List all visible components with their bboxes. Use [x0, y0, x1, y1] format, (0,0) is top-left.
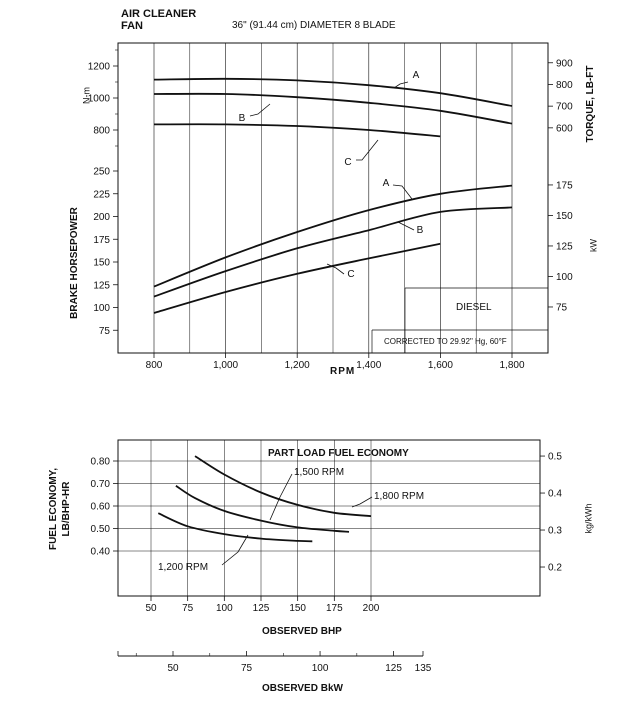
power-curve-A	[153, 184, 513, 288]
nm-tick-label-0: 1200	[88, 62, 111, 73]
fuel-curve-0	[194, 455, 372, 517]
header-line-1: AIR CLEANER	[121, 8, 197, 20]
hp-tick-label-4: 150	[93, 258, 110, 269]
observed-bkw-label: OBSERVED BkW	[262, 683, 343, 694]
hp-tick-label-7: 75	[99, 326, 111, 337]
rpm-axis-label: RPM	[330, 366, 356, 377]
fuel-1500-leader	[269, 473, 293, 521]
header-line-2: FAN	[121, 20, 143, 32]
power-c-leader	[326, 263, 345, 275]
rpm-tick-label-3: 1,400	[356, 360, 381, 371]
kgkwh-tick-label-2: 0.3	[548, 526, 562, 537]
rpm-tick-label-4: 1,600	[428, 360, 453, 371]
bkw-tick-label-3: 125	[385, 663, 402, 674]
bhp-tick-label-6: 200	[363, 603, 380, 614]
bhp-tick-label-3: 125	[253, 603, 270, 614]
fe-tick-label-0: 0.80	[91, 457, 111, 468]
kgkwh-tick-label-3: 0.2	[548, 563, 562, 574]
lower-plot-frame	[117, 439, 541, 597]
kw-tick-label-0: 175	[556, 180, 573, 191]
bhp-tick-label-5: 175	[326, 603, 343, 614]
fuel-1200-leader	[221, 534, 249, 566]
bkw-tick-label-2: 100	[312, 663, 329, 674]
bkw-tick-label-4: 135	[415, 663, 432, 674]
power-b-leader	[397, 221, 415, 231]
power-a-label: A	[383, 178, 390, 189]
fuel-1800-label: 1,800 RPM	[374, 491, 424, 502]
hp-tick-label-1: 225	[93, 189, 110, 200]
power-curve-C	[153, 242, 441, 314]
fuel-1800-leader	[351, 496, 373, 508]
nm-tick-label-1: 1000	[88, 94, 111, 105]
bhp-tick-label-2: 100	[216, 603, 233, 614]
kgkwh-tick-label-0: 0.5	[548, 452, 562, 463]
fuel-curve-2	[157, 512, 313, 543]
torque-b-leader	[249, 103, 271, 117]
rpm-tick-label-5: 1,800	[499, 360, 524, 371]
torque-curve-B	[153, 92, 513, 125]
hp-tick-label-2: 200	[93, 212, 110, 223]
bkw-tick-label-1: 75	[241, 663, 253, 674]
diesel-label: DIESEL	[456, 302, 492, 313]
hp-tick-label-0: 250	[93, 167, 110, 178]
bhp-tick-label-1: 75	[182, 603, 194, 614]
power-curve-B	[153, 206, 513, 298]
observed-bhp-label: OBSERVED BHP	[262, 626, 342, 637]
fuel-1200-label: 1,200 RPM	[158, 562, 208, 573]
fan-spec: 36" (91.44 cm) DIAMETER 8 BLADE	[232, 20, 396, 31]
fe-tick-label-4: 0.40	[91, 547, 111, 558]
torque-b-label: B	[239, 113, 246, 124]
torque-curve-A	[153, 77, 513, 107]
kw-tick-label-4: 75	[556, 302, 568, 313]
kw-tick-label-1: 150	[556, 211, 573, 222]
hp-tick-label-5: 125	[93, 280, 110, 291]
fuel-1500-label: 1,500 RPM	[294, 467, 344, 478]
bhp-tick-label-4: 150	[289, 603, 306, 614]
power-a-leader	[392, 184, 413, 200]
kw-tick-label-2: 125	[556, 241, 573, 252]
kw-tick-label-3: 100	[556, 272, 573, 283]
power-b-label: B	[417, 225, 424, 236]
fuel-curve-1	[175, 485, 350, 533]
hp-tick-label-6: 100	[93, 303, 110, 314]
nm-tick-label-2: 800	[93, 126, 110, 137]
power-c-label: C	[347, 269, 354, 280]
bhp-tick-label-0: 50	[145, 603, 157, 614]
fe-tick-label-3: 0.50	[91, 524, 111, 535]
rpm-tick-label-1: 1,000	[213, 360, 238, 371]
fe-tick-label-1: 0.70	[91, 479, 111, 490]
fe-tick-label-2: 0.60	[91, 502, 111, 513]
lbft-tick-label-2: 700	[556, 102, 573, 113]
torque-c-leader	[356, 139, 379, 161]
torque-a-label: A	[413, 70, 420, 81]
lbft-tick-label-0: 900	[556, 58, 573, 69]
hp-tick-label-3: 175	[93, 235, 110, 246]
rpm-tick-label-0: 800	[146, 360, 163, 371]
kgkwh-tick-label-1: 0.4	[548, 489, 562, 500]
torque-c-label: C	[344, 157, 351, 168]
lbft-tick-label-3: 600	[556, 123, 573, 134]
corrected-note: CORRECTED TO 29.92" Hg, 60°F	[384, 337, 507, 346]
rpm-tick-label-2: 1,200	[285, 360, 310, 371]
lbft-tick-label-1: 800	[556, 80, 573, 91]
torque-a-leader	[393, 81, 409, 89]
fuel-economy-title: PART LOAD FUEL ECONOMY	[268, 448, 409, 459]
bkw-tick-label-0: 50	[167, 663, 179, 674]
torque-curve-C	[153, 123, 441, 138]
